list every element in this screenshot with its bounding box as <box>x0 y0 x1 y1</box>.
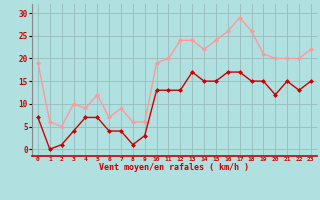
X-axis label: Vent moyen/en rafales ( km/h ): Vent moyen/en rafales ( km/h ) <box>100 163 249 172</box>
